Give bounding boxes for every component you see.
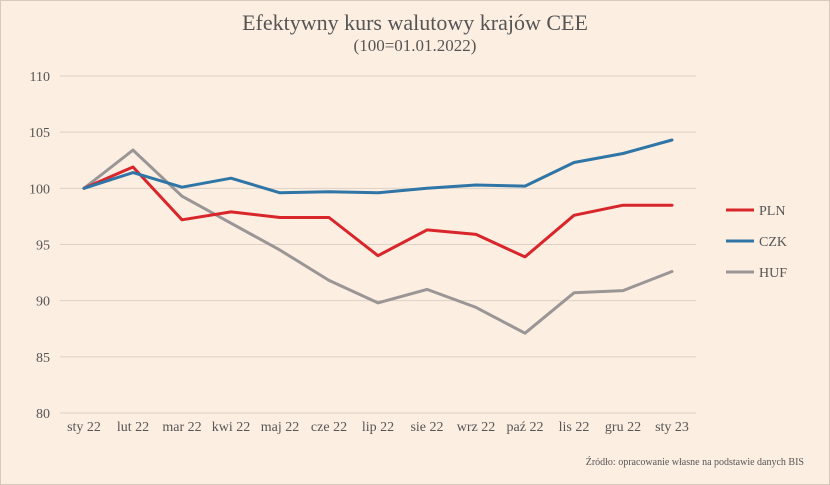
y-tick-label: 90	[36, 295, 50, 310]
series-line-huf	[82, 148, 674, 335]
y-tick-label: 85	[36, 351, 50, 366]
x-axis-tick-labels: sty 22 lut 22 mar 22 kwi 22 maj 22 cze 22 lip …	[67, 420, 689, 435]
y-axis-tick-labels: 80 85 90 95 100 105 110	[29, 70, 50, 422]
x-tick-label: sty 22	[67, 420, 101, 435]
x-tick-label: lut 22	[117, 420, 149, 435]
chart-title: Efektywny kurs walutowy krajów CEE	[242, 10, 588, 35]
x-tick-label: kwi 22	[212, 420, 251, 435]
series-lines	[82, 138, 674, 335]
x-tick-label: sie 22	[410, 420, 443, 435]
x-tick-label: mar 22	[162, 420, 201, 435]
x-tick-label: lis 22	[559, 420, 590, 435]
grid-lines	[60, 75, 696, 414]
x-tick-label: sty 23	[655, 420, 689, 435]
chart-subtitle: (100=01.01.2022)	[353, 36, 477, 55]
x-tick-label: gru 22	[605, 420, 641, 435]
legend-label-huf: HUF	[759, 266, 787, 281]
legend: PLN CZK HUF	[726, 204, 787, 281]
y-tick-label: 110	[30, 70, 50, 85]
series-line-pln	[82, 165, 674, 259]
x-tick-label: paź 22	[507, 420, 544, 435]
y-tick-label: 95	[36, 239, 50, 254]
x-tick-label: maj 22	[261, 420, 300, 435]
x-tick-label: lip 22	[362, 420, 394, 435]
legend-label-czk: CZK	[759, 235, 787, 250]
y-tick-label: 100	[29, 182, 50, 197]
x-tick-label: cze 22	[311, 420, 347, 435]
legend-label-pln: PLN	[759, 204, 785, 219]
series-line-czk	[82, 138, 674, 195]
y-tick-label: 105	[29, 126, 50, 141]
source-note: Źródło: opracowanie własne na podstawie …	[585, 457, 804, 468]
x-tick-label: wrz 22	[457, 420, 496, 435]
y-tick-label: 80	[36, 407, 50, 422]
